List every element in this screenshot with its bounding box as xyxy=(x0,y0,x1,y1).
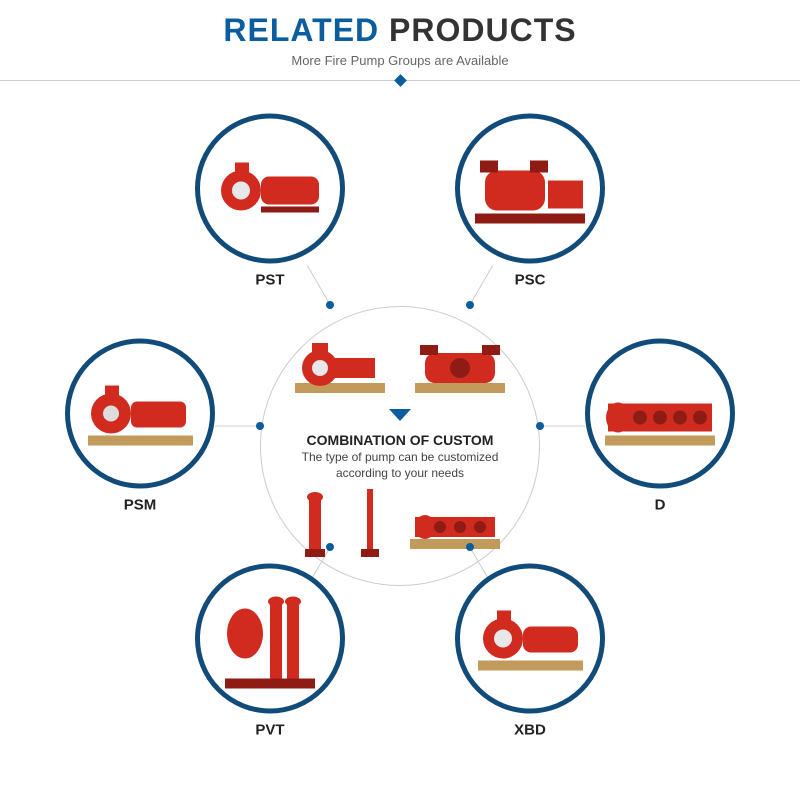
connector-dot xyxy=(466,543,474,551)
center-title: COMBINATION OF CUSTOM xyxy=(307,432,494,448)
product-label: D xyxy=(585,497,735,514)
center-pumps-top xyxy=(290,333,510,403)
center-description: The type of pump can be customized accor… xyxy=(300,450,500,481)
product-node-d[interactable]: D xyxy=(585,339,735,514)
center-content: COMBINATION OF CUSTOM The type of pump c… xyxy=(260,306,540,586)
pump-icon xyxy=(405,489,505,559)
product-circle xyxy=(455,564,605,714)
header-divider xyxy=(0,76,800,86)
chevron-down-icon xyxy=(389,409,411,428)
connector-dot xyxy=(256,422,264,430)
page-title: RELATED PRODUCTS xyxy=(0,12,800,49)
title-rest: PRODUCTS xyxy=(379,12,576,48)
product-node-psc[interactable]: PSC xyxy=(455,113,605,288)
page-subtitle: More Fire Pump Groups are Available xyxy=(0,53,800,68)
pump-icon xyxy=(355,489,385,559)
divider-diamond-icon xyxy=(394,74,407,87)
product-label: PSM xyxy=(65,497,215,514)
connector-dot xyxy=(536,422,544,430)
product-circle xyxy=(65,339,215,489)
product-label: PSC xyxy=(455,271,605,288)
product-node-xbd[interactable]: XBD xyxy=(455,564,605,739)
connector-dot xyxy=(326,543,334,551)
pump-icon xyxy=(410,333,510,403)
product-label: PST xyxy=(195,271,345,288)
product-circle xyxy=(455,113,605,263)
title-highlight: RELATED xyxy=(223,12,379,48)
connector-dot xyxy=(466,301,474,309)
product-label: XBD xyxy=(455,722,605,739)
product-node-pst[interactable]: PST xyxy=(195,113,345,288)
product-label: PVT xyxy=(195,722,345,739)
product-circle xyxy=(195,564,345,714)
header: RELATED PRODUCTS More Fire Pump Groups a… xyxy=(0,0,800,86)
product-diagram: COMBINATION OF CUSTOM The type of pump c… xyxy=(0,96,800,796)
pump-icon xyxy=(290,333,390,403)
product-node-psm[interactable]: PSM xyxy=(65,339,215,514)
product-circle xyxy=(195,113,345,263)
connector-dot xyxy=(326,301,334,309)
product-node-pvt[interactable]: PVT xyxy=(195,564,345,739)
product-circle xyxy=(585,339,735,489)
